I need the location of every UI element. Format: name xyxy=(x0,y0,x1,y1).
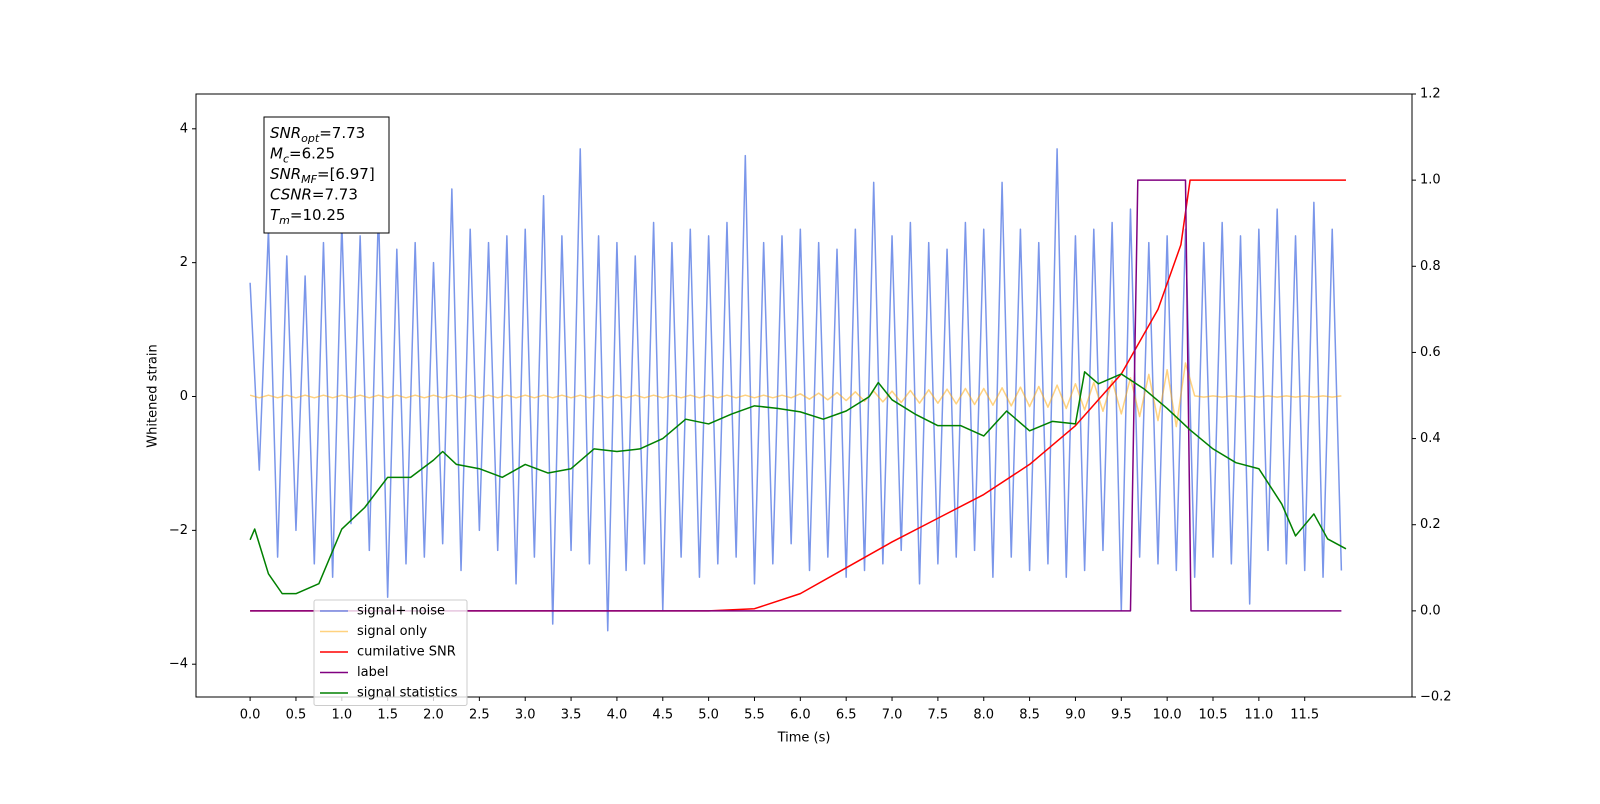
y2-tick-label: 0.2 xyxy=(1420,517,1441,532)
legend-label: signal statistics xyxy=(357,686,458,701)
x-tick-label: 6.5 xyxy=(836,708,857,723)
annotation-symbol: T xyxy=(270,206,281,224)
y2-tick-label: 1.2 xyxy=(1420,87,1441,102)
annotation-line: Tm=10.25 xyxy=(270,206,345,227)
x-tick-label: 1.0 xyxy=(331,708,352,723)
y2-tick-label: 0.6 xyxy=(1420,345,1441,360)
x-tick-label: 7.5 xyxy=(928,708,949,723)
annotation-symbol: M xyxy=(270,145,283,163)
annotation-subscript: c xyxy=(283,153,289,166)
axes-frame xyxy=(195,93,1413,698)
x-tick-label: 5.0 xyxy=(698,708,719,723)
y-axis-label: Whitened strain xyxy=(146,344,161,447)
y-tick-label: 4 xyxy=(180,121,188,136)
series-line xyxy=(249,148,1343,632)
annotation-symbol: SNR xyxy=(270,124,301,142)
annotation-symbol: SNR xyxy=(270,165,301,183)
x-tick-label: 8.5 xyxy=(1019,708,1040,723)
series-line xyxy=(250,179,1346,612)
y-tick-label: −4 xyxy=(169,657,188,672)
series-line xyxy=(249,362,1342,428)
x-tick-label: 10.0 xyxy=(1153,708,1182,723)
annotation-line: SNRMF=[6.97] xyxy=(270,165,375,186)
x-tick-label: 2.0 xyxy=(423,708,444,723)
plot-area xyxy=(249,148,1347,632)
annotation-line: SNRopt=7.73 xyxy=(270,124,365,145)
x-tick-label: 1.5 xyxy=(377,708,398,723)
annotation-subscript: MF xyxy=(301,173,317,186)
annotation-box xyxy=(263,116,390,234)
x-tick-label: 4.0 xyxy=(607,708,628,723)
x-tick-label: 10.5 xyxy=(1199,708,1228,723)
y2-tick-label: 0.4 xyxy=(1420,431,1441,446)
annotation-subscript: opt xyxy=(301,132,320,145)
x-tick-label: 0.0 xyxy=(240,708,261,723)
series-line xyxy=(249,371,1347,595)
annotation-subscript: m xyxy=(279,214,290,227)
y-tick-label: 0 xyxy=(180,389,188,404)
x-tick-label: 2.5 xyxy=(469,708,490,723)
y2-tick-label: 0.8 xyxy=(1420,259,1441,274)
x-tick-label: 5.5 xyxy=(744,708,765,723)
legend-box xyxy=(313,599,468,706)
legend-label: cumilative SNR xyxy=(357,645,456,660)
annotation-value: =7.73 xyxy=(319,124,365,142)
legend-label: signal only xyxy=(357,624,427,639)
x-tick-label: 8.0 xyxy=(973,708,994,723)
x-tick-label: 7.0 xyxy=(882,708,903,723)
y2-tick-label: 1.0 xyxy=(1420,173,1441,188)
y2-tick-label: 0.0 xyxy=(1420,603,1441,618)
x-tick-label: 6.0 xyxy=(790,708,811,723)
legend-label: label xyxy=(357,665,388,680)
y-tick-label: −2 xyxy=(169,523,188,538)
x-tick-label: 11.5 xyxy=(1290,708,1319,723)
series-line xyxy=(250,179,1342,612)
x-tick-label: 0.5 xyxy=(286,708,307,723)
y2-tick-label: −0.2 xyxy=(1420,690,1452,705)
annotation-line: Mc=6.25 xyxy=(270,145,335,166)
x-tick-label: 9.0 xyxy=(1065,708,1086,723)
annotation-value: =7.73 xyxy=(312,186,358,204)
x-tick-label: 3.0 xyxy=(515,708,536,723)
annotation-value: =[6.97] xyxy=(317,165,375,183)
x-axis-label: Time (s) xyxy=(777,731,831,746)
y-tick-label: 2 xyxy=(180,255,188,270)
x-tick-label: 11.0 xyxy=(1244,708,1273,723)
annotation-value: =10.25 xyxy=(290,206,346,224)
annotation-symbol: CSNR xyxy=(270,186,312,204)
x-tick-label: 3.5 xyxy=(561,708,582,723)
x-tick-label: 9.5 xyxy=(1111,708,1132,723)
annotation-line: CSNR=7.73 xyxy=(270,186,358,204)
annotation-value: =6.25 xyxy=(289,145,335,163)
legend-label: signal+ noise xyxy=(357,604,445,619)
x-tick-label: 4.5 xyxy=(652,708,673,723)
